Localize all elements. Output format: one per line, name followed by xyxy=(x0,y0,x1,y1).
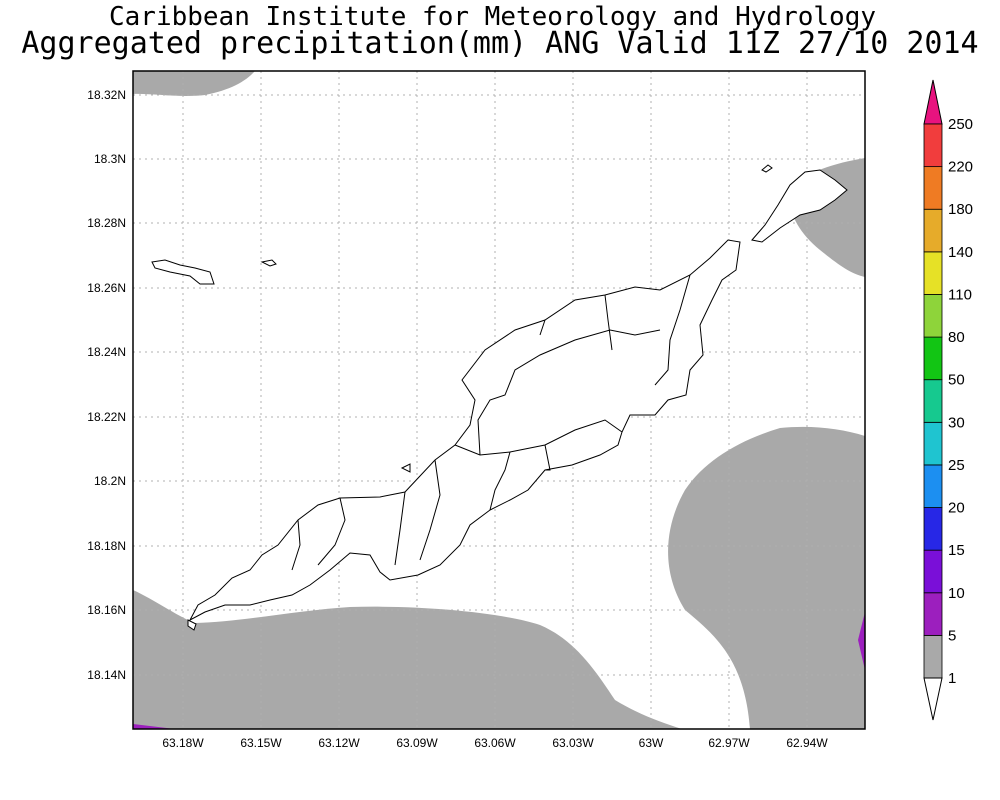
colorbar-swatch xyxy=(923,379,943,423)
colorbar-level-label: 140 xyxy=(948,244,973,261)
small-islet-ne xyxy=(761,164,773,173)
colorbar-level-label: 30 xyxy=(948,414,965,431)
colorbar-swatch xyxy=(923,507,943,551)
beef-island xyxy=(751,169,848,243)
colorbar-swatch xyxy=(923,464,943,508)
colorbar-swatch xyxy=(923,634,943,679)
lon-tick-label: 63.06W xyxy=(474,736,516,750)
precip-region-bottom xyxy=(133,590,682,729)
colorbar-level-label: 10 xyxy=(948,585,965,602)
colorbar-swatch xyxy=(923,166,943,210)
colorbar-level-label: 50 xyxy=(948,372,965,389)
lon-tick-label: 63.15W xyxy=(240,736,282,750)
colorbar-swatch xyxy=(923,592,943,636)
colorbar-swatch xyxy=(923,336,943,381)
precip-region-top-left xyxy=(133,71,255,96)
map-title-line2: Aggregated precipitation(mm) ANG Valid 1… xyxy=(21,26,979,61)
lat-tick-label: 18.32N xyxy=(87,88,126,102)
small-islet-w xyxy=(400,463,411,473)
lon-tick-label: 62.97W xyxy=(708,736,750,750)
colorbar-level-label: 250 xyxy=(948,116,973,133)
colorbar-level-label: 1 xyxy=(948,670,956,687)
colorbar-level-label: 25 xyxy=(948,457,965,474)
lat-tick-label: 18.14N xyxy=(87,668,126,682)
small-islet-sw xyxy=(187,619,197,631)
colorbar-level-label: 5 xyxy=(948,627,956,644)
jost-van-dyke-island xyxy=(151,259,215,285)
island-coastlines xyxy=(151,164,848,631)
colorbar-level-label: 20 xyxy=(948,500,965,517)
little-island xyxy=(260,259,277,267)
map-frame xyxy=(132,70,866,730)
lat-tick-label: 18.16N xyxy=(87,603,126,617)
lat-tick-label: 18.18N xyxy=(87,539,126,553)
lon-tick-label: 62.94W xyxy=(786,736,828,750)
lat-tick-label: 18.3N xyxy=(94,152,126,166)
tortola-island xyxy=(188,239,741,622)
lat-tick-label: 18.24N xyxy=(87,345,126,359)
colorbar-top-arrow xyxy=(923,79,943,125)
colorbar-swatch xyxy=(923,421,943,466)
lat-tick-label: 18.26N xyxy=(87,281,126,295)
lat-tick-label: 18.28N xyxy=(87,216,126,230)
map-title-line1: Caribbean Institute for Meteorology and … xyxy=(108,2,876,32)
lon-tick-label: 63.09W xyxy=(396,736,438,750)
colorbar-swatch xyxy=(923,549,943,594)
colorbar-swatch xyxy=(923,294,943,338)
colorbar-bottom-arrow xyxy=(923,677,943,721)
colorbar-level-label: 110 xyxy=(948,286,972,303)
precip-region-purple-bottom xyxy=(133,724,175,729)
precip-region-purple-right xyxy=(858,612,865,670)
colorbar-level-label: 220 xyxy=(948,159,973,176)
lat-tick-label: 18.2N xyxy=(94,474,126,488)
colorbar-level-label: 180 xyxy=(948,201,973,218)
colorbar-level-label: 15 xyxy=(948,542,965,559)
colorbar-swatch xyxy=(923,208,943,253)
colorbar-swatch xyxy=(923,123,943,168)
colorbar-swatch xyxy=(923,251,943,295)
lon-tick-label: 63W xyxy=(639,736,664,750)
lat-tick-labels: 18.32N 18.3N 18.28N 18.26N 18.24N 18.22N… xyxy=(87,88,126,682)
lon-tick-labels: 63.18W 63.15W 63.12W 63.09W 63.06W 63.03… xyxy=(162,736,828,750)
precip-region-right xyxy=(668,426,865,729)
lon-tick-label: 63.12W xyxy=(318,736,360,750)
lon-tick-label: 63.03W xyxy=(552,736,594,750)
lon-tick-label: 63.18W xyxy=(162,736,204,750)
lat-tick-label: 18.22N xyxy=(87,410,126,424)
colorbar-level-label: 80 xyxy=(948,329,965,346)
